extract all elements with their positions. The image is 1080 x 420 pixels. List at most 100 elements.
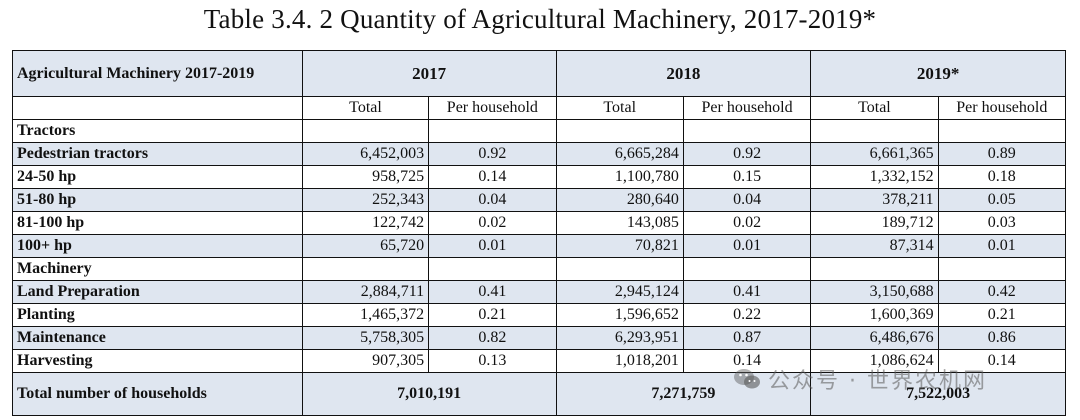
table-row: Pedestrian tractors 6,452,003 0.92 6,665,28…	[12, 142, 1067, 166]
cell-total: 5,758,305	[301, 326, 430, 350]
cell-total: 3,150,688	[810, 280, 939, 304]
cell-per-household: 0.14	[937, 349, 1067, 373]
total-2018: 7,271,759	[555, 372, 812, 416]
watermark: 公众号 · 世界农机网	[732, 363, 987, 395]
header-year-2018: 2018	[555, 50, 812, 97]
cell-total: 143,085	[555, 211, 684, 235]
cell-total: 6,665,284	[555, 142, 684, 166]
header-blank	[12, 96, 303, 120]
empty-cell	[682, 119, 812, 143]
cell-per-household: 0.41	[428, 280, 557, 304]
row-label: 51-80 hp	[12, 188, 303, 212]
cell-total: 1,596,652	[555, 303, 684, 327]
cell-per-household: 0.15	[682, 165, 812, 189]
table-row: Maintenance 5,758,305 0.82 6,293,951 0.87 6,4…	[12, 326, 1067, 350]
cell-total: 122,742	[301, 211, 430, 235]
cell-per-household: 0.03	[937, 211, 1067, 235]
row-label: 24-50 hp	[12, 165, 303, 189]
empty-cell	[555, 119, 684, 143]
empty-cell	[937, 257, 1067, 281]
table-row: Land Preparation 2,884,711 0.41 2,945,124 0.…	[12, 280, 1067, 304]
cell-total: 87,314	[810, 234, 939, 258]
table-row: 51-80 hp 252,343 0.04 280,640 0.04 378,211 0.0…	[12, 188, 1067, 212]
row-label: 81-100 hp	[12, 211, 303, 235]
subheader-per-household: Per household	[937, 96, 1067, 120]
cell-total: 6,661,365	[810, 142, 939, 166]
row-label: Maintenance	[12, 326, 303, 350]
cell-per-household: 0.82	[428, 326, 557, 350]
cell-total: 6,452,003	[301, 142, 430, 166]
empty-cell	[682, 257, 812, 281]
section-row: Tractors	[12, 119, 1067, 143]
cell-total: 65,720	[301, 234, 430, 258]
cell-per-household: 0.89	[937, 142, 1067, 166]
cell-per-household: 0.14	[428, 165, 557, 189]
cell-total: 958,725	[301, 165, 430, 189]
cell-total: 1,018,201	[555, 349, 684, 373]
empty-cell	[810, 119, 939, 143]
cell-total: 2,884,711	[301, 280, 430, 304]
table-row: 81-100 hp 122,742 0.02 143,085 0.02 189,712 0.…	[12, 211, 1067, 235]
row-label: Tractors	[12, 119, 303, 143]
cell-per-household: 0.01	[682, 234, 812, 258]
cell-per-household: 0.22	[682, 303, 812, 327]
total-2019: 7,522,003	[810, 372, 1066, 416]
cell-per-household: 0.02	[428, 211, 557, 235]
table-row: Harvesting 907,305 0.13 1,018,201 0.14 1,086,…	[12, 349, 1067, 373]
empty-cell	[428, 257, 557, 281]
cell-total: 6,486,676	[810, 326, 939, 350]
table-row: Planting 1,465,372 0.21 1,596,652 0.22 1,600,…	[12, 303, 1067, 327]
empty-cell	[810, 257, 939, 281]
empty-cell	[301, 119, 430, 143]
subheader-total: Total	[555, 96, 684, 120]
cell-total: 70,821	[555, 234, 684, 258]
row-label: 100+ hp	[12, 234, 303, 258]
empty-cell	[428, 119, 557, 143]
cell-per-household: 0.92	[682, 142, 812, 166]
empty-cell	[301, 257, 430, 281]
cell-total: 1,332,152	[810, 165, 939, 189]
row-label: Harvesting	[12, 349, 303, 373]
cell-per-household: 0.04	[428, 188, 557, 212]
cell-total: 1,600,369	[810, 303, 939, 327]
cell-total: 907,305	[301, 349, 430, 373]
cell-per-household: 0.01	[428, 234, 557, 258]
watermark-text: 公众号 · 世界农机网	[768, 369, 987, 394]
header-year-2017: 2017	[301, 50, 557, 97]
cell-per-household: 0.13	[428, 349, 557, 373]
cell-per-household: 0.01	[937, 234, 1067, 258]
cell-total: 1,465,372	[301, 303, 430, 327]
cell-total: 2,945,124	[555, 280, 684, 304]
cell-total: 252,343	[301, 188, 430, 212]
cell-per-household: 0.42	[937, 280, 1067, 304]
cell-total: 6,293,951	[555, 326, 684, 350]
total-label: Total number of households	[12, 372, 303, 416]
row-label: Machinery	[12, 257, 303, 281]
cell-per-household: 0.21	[428, 303, 557, 327]
table-row: 100+ hp 65,720 0.01 70,821 0.01 87,314 0.01	[12, 234, 1067, 258]
empty-cell	[555, 257, 684, 281]
table-body: Tractors Pedestrian tractors 6,452,003 0.92…	[12, 119, 1067, 373]
subheader-per-household: Per household	[682, 96, 812, 120]
empty-cell	[937, 119, 1067, 143]
machinery-table: Agricultural Machinery 2017-2019 2017 20…	[12, 50, 1067, 416]
subheader-total: Total	[301, 96, 430, 120]
cell-per-household: 0.18	[937, 165, 1067, 189]
wechat-icon	[734, 369, 760, 389]
cell-per-household: 0.05	[937, 188, 1067, 212]
cell-per-household: 0.14	[682, 349, 812, 373]
subheader-per-household: Per household	[428, 96, 557, 120]
cell-per-household: 0.87	[682, 326, 812, 350]
cell-per-household: 0.86	[937, 326, 1067, 350]
cell-total: 189,712	[810, 211, 939, 235]
table-title: Table 3.4. 2 Quantity of Agricultural Ma…	[203, 4, 877, 34]
cell-per-household: 0.92	[428, 142, 557, 166]
subheader-total: Total	[810, 96, 939, 120]
section-row: Machinery	[12, 257, 1067, 281]
cell-per-household: 0.41	[682, 280, 812, 304]
row-label: Land Preparation	[12, 280, 303, 304]
table-row: 24-50 hp 958,725 0.14 1,100,780 0.15 1,332,15…	[12, 165, 1067, 189]
row-label: Planting	[12, 303, 303, 327]
cell-per-household: 0.21	[937, 303, 1067, 327]
header-year-2019: 2019*	[810, 50, 1066, 97]
